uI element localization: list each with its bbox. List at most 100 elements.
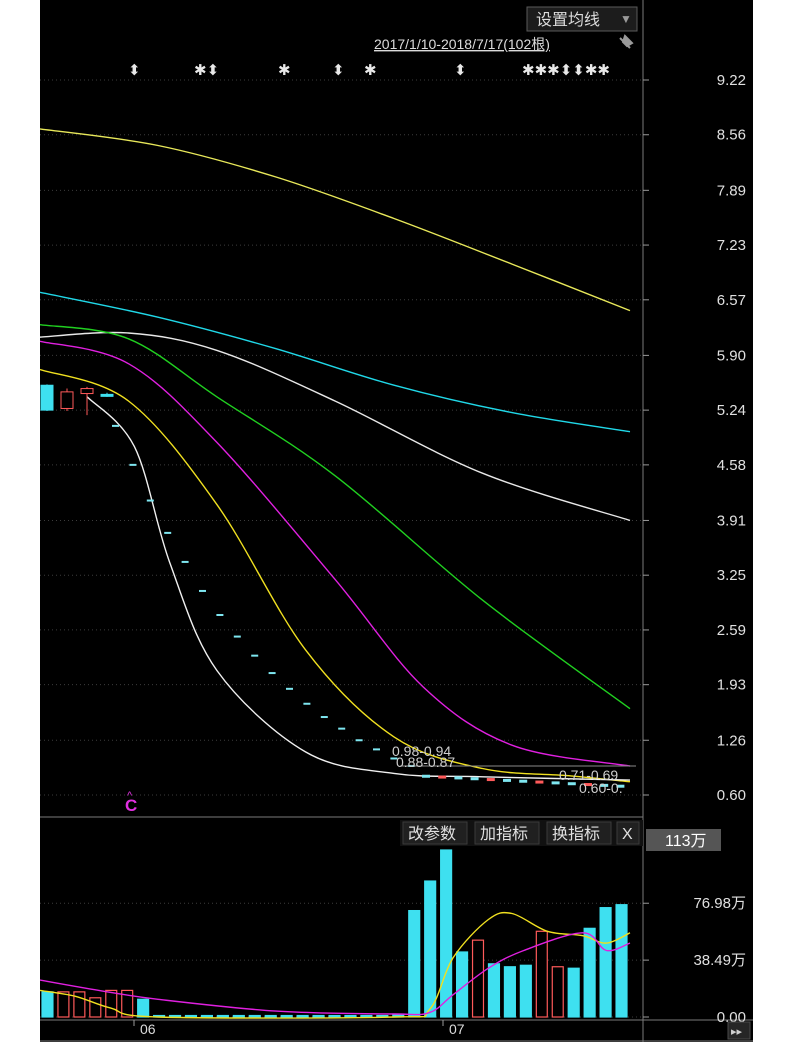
volume-bar: [121, 989, 134, 1018]
switch-indicator-button[interactable]: [546, 821, 612, 845]
small-candle: [438, 775, 447, 779]
volume-bar: [408, 909, 421, 1018]
volume-bar: [551, 966, 564, 1018]
volume-bar: [535, 930, 548, 1018]
annotation-2: 0.88-0.87: [396, 754, 455, 770]
x-tick-07: 07: [449, 1021, 465, 1037]
volume-bar: [599, 907, 612, 1018]
marker-4: ✱: [364, 62, 377, 79]
y-tick-label: 7.23: [717, 237, 746, 254]
volume-bar: [184, 1014, 198, 1018]
volume-bar: [216, 1014, 229, 1018]
volume-bar: [487, 963, 501, 1018]
volume-toolbar: 改参数 加指标 换指标 X: [400, 820, 643, 846]
small-candle: [551, 781, 560, 785]
close-button[interactable]: [616, 821, 640, 845]
ma-settings-button[interactable]: 设置均线 ▼: [526, 6, 638, 32]
y-tick-label: 7.89: [717, 182, 746, 199]
y-tick-label: 5.24: [717, 402, 746, 419]
marker-5: ⬍: [454, 62, 467, 79]
ma-line-0: [39, 128, 631, 312]
switch-indicator-label: 换指标: [552, 825, 600, 843]
ma-line-1: [39, 291, 631, 433]
volume-bar: [73, 991, 86, 1018]
volume-bar: [440, 849, 453, 1018]
annotation-1: 0.98-0.94: [392, 743, 451, 759]
event-marker-row: ⬍ ✱⬍ ✱ ⬍ ✱ ⬍ ✱✱✱⬍⬍✱✱: [128, 62, 610, 79]
ma-line-6: [86, 396, 631, 781]
double-chevron-right-icon: ▸▸: [731, 1026, 743, 1038]
volume-bar: [312, 1014, 325, 1018]
candle-body: [60, 391, 74, 409]
caret-icon: ^: [127, 790, 133, 802]
marker-6: ✱✱✱⬍⬍✱✱: [522, 62, 610, 79]
x-axis: 06 07: [133, 1020, 465, 1037]
volume-bar: [328, 1014, 341, 1018]
limit-down-dashes: [112, 424, 625, 788]
pin-icon[interactable]: [619, 34, 634, 49]
marker-2: ✱: [278, 62, 291, 79]
panel-borders: [40, 0, 753, 1042]
small-candle: [535, 780, 544, 784]
y-tick-label: 4.58: [717, 457, 746, 474]
small-candle: [503, 778, 511, 782]
volume-bar: [567, 967, 580, 1018]
y-tick-label: 2.59: [717, 622, 746, 639]
marker-1: ✱⬍: [194, 62, 219, 79]
volume-ma-lines: [39, 911, 631, 1019]
chart-window: 9.22 8.56 7.89 7.23 6.57 5.90 5.24 4.58 3.91 3.25…: [39, 0, 753, 1042]
y-tick-label: 3.91: [717, 512, 746, 529]
annotation-3: 0.71-0.69: [559, 767, 618, 783]
volume-bar: [57, 991, 70, 1018]
volume-bar: [296, 1014, 309, 1018]
price-annotations: 0.98-0.94 0.88-0.87 0.71-0.69 0.60-0. C …: [125, 743, 636, 815]
modify-params-label: 改参数: [408, 825, 456, 843]
y-tick-label: 1.26: [717, 732, 746, 749]
add-indicator-label: 加指标: [480, 825, 528, 843]
small-candle: [584, 783, 592, 787]
y-tick-label: 5.90: [717, 347, 746, 364]
small-candle: [422, 774, 430, 778]
chevron-down-icon: ▼: [620, 12, 632, 26]
ma-line-3: [39, 324, 631, 710]
modify-params-button[interactable]: [402, 821, 468, 845]
y-tick-label: 3.25: [717, 567, 746, 584]
add-indicator-button[interactable]: [474, 821, 540, 845]
volume-bar: [583, 927, 596, 1018]
volume-bar: [503, 966, 516, 1018]
candlesticks: [40, 384, 114, 416]
volume-bar: [264, 1014, 277, 1018]
ma-line-5: [39, 368, 631, 783]
close-icon: X: [622, 826, 633, 843]
small-candle: [454, 776, 463, 780]
volume-bar: [471, 939, 485, 1018]
candle-body: [80, 388, 94, 395]
volume-bar: [615, 904, 628, 1018]
date-range-label[interactable]: 2017/1/10-2018/7/17(102根): [374, 36, 550, 52]
event-marker-c: C: [125, 796, 137, 815]
small-candle: [486, 778, 495, 782]
current-volume-box: 113万: [646, 829, 721, 851]
y-tick-label: 1.93: [717, 677, 746, 694]
y-tick-label: 6.57: [717, 292, 746, 309]
volume-bar: [344, 1014, 357, 1018]
small-candle: [470, 777, 479, 781]
scroll-right-button[interactable]: ▸▸: [727, 1021, 751, 1040]
price-axis: 9.22 8.56 7.89 7.23 6.57 5.90 5.24 4.58 3.91 3.25…: [643, 72, 746, 804]
candle-body: [40, 384, 54, 411]
stock-chart: 9.22 8.56 7.89 7.23 6.57 5.90 5.24 4.58 3.91 3.25…: [39, 0, 753, 1042]
small-candle: [616, 784, 625, 788]
volume-bar: [232, 1014, 245, 1018]
ma-settings-label: 设置均线: [536, 11, 600, 29]
volume-bar: [455, 951, 469, 1018]
volume-bar: [280, 1014, 293, 1018]
small-candle: [519, 779, 528, 783]
small-candle: [567, 782, 576, 786]
volume-bar: [105, 989, 118, 1018]
volume-bar: [200, 1014, 214, 1018]
volume-bar: [41, 991, 54, 1018]
y-tick-label: 0.60: [717, 787, 746, 804]
current-volume-value: 113万: [665, 833, 707, 850]
annotation-4: 0.60-0.: [579, 780, 623, 796]
